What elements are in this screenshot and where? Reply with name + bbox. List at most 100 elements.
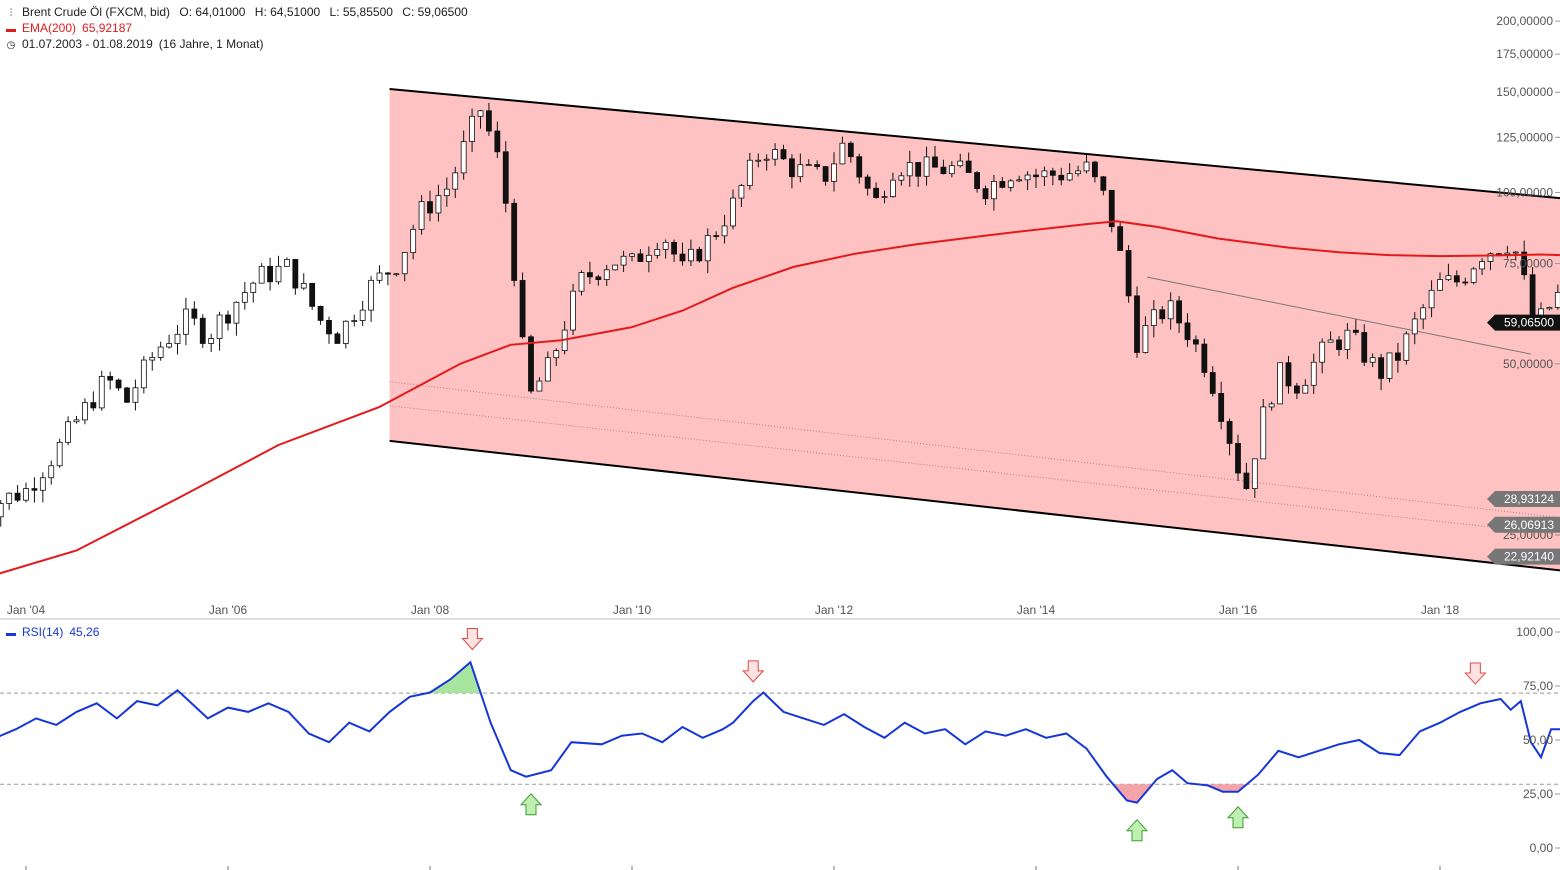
candle (31, 477, 38, 503)
candle (225, 310, 231, 331)
candle-body (923, 156, 930, 177)
price-tick-label: 50,00000 (1503, 357, 1553, 371)
candle (174, 324, 181, 355)
price-tick-label: 200,00000 (1496, 14, 1553, 28)
candle (477, 109, 484, 129)
candle-body (199, 317, 206, 344)
candle-body (427, 201, 433, 214)
price-tick-label: 175,00000 (1496, 47, 1553, 61)
buy-signal-arrow-icon (1125, 818, 1149, 842)
price-badge-label: 59,06500 (1504, 316, 1554, 330)
candle-body (831, 163, 837, 182)
candle (620, 250, 627, 273)
candle (1319, 338, 1326, 374)
candle-body (486, 110, 492, 132)
ema-label: EMA(200) (22, 21, 77, 35)
candle (1277, 362, 1283, 405)
candle (166, 334, 172, 349)
candle-body (948, 165, 955, 175)
candle-body (511, 202, 518, 281)
candle (1327, 331, 1334, 343)
candle-body (342, 320, 349, 344)
candle (1226, 418, 1233, 456)
price-axis: 200,00000 175,00000 150,00000 125,00000 100,… (1496, 14, 1560, 542)
candle (502, 141, 509, 213)
candle-body (1260, 406, 1267, 460)
candle-body (595, 276, 602, 281)
candle-body (797, 164, 804, 178)
candle (1294, 382, 1300, 400)
candle-body (39, 477, 46, 491)
candle-body (721, 225, 728, 237)
candle (797, 153, 804, 183)
candle (999, 177, 1006, 189)
candle-body (65, 421, 71, 443)
candle-body (284, 259, 290, 267)
candle-body (553, 350, 560, 359)
candle-body (149, 357, 156, 361)
candle-body (519, 280, 526, 338)
candle-body (1302, 384, 1309, 394)
candle (1033, 168, 1039, 188)
candle (603, 264, 610, 286)
candle-body (1268, 403, 1275, 408)
candle (772, 143, 778, 166)
candle (486, 102, 492, 136)
price-badge-label: 22,92140 (1504, 550, 1554, 564)
candle (115, 378, 122, 391)
rsi-value: 45,26 (69, 625, 100, 639)
candle-body (1420, 307, 1427, 320)
candle-body (82, 402, 88, 421)
candle (957, 153, 964, 168)
candle-body (225, 314, 231, 324)
candle (351, 314, 358, 327)
candle (1554, 284, 1560, 310)
candle-body (704, 235, 711, 262)
time-tick-label: Jan '08 (411, 603, 450, 617)
candle (1193, 335, 1199, 353)
candle (39, 472, 46, 503)
candle-body (847, 142, 854, 158)
candle-body (334, 333, 341, 344)
candle-body (780, 149, 787, 160)
candle (23, 482, 29, 503)
time-tick-label: Jan '10 (613, 603, 652, 617)
price-tick-label: 100,00000 (1496, 185, 1553, 199)
candle (587, 261, 593, 284)
candle (1462, 277, 1469, 286)
candle (831, 152, 837, 192)
candle-body (696, 248, 703, 262)
candle (873, 182, 879, 199)
candle-body (410, 228, 417, 253)
candle-body (132, 387, 139, 403)
rsi-tick-label: 25,00 (1523, 787, 1553, 801)
buy-signal-arrow-icon (1226, 806, 1250, 829)
candle (814, 160, 821, 170)
ohlc-high: H: 64,51000 (254, 5, 321, 19)
candle (570, 283, 576, 335)
candle-body (48, 465, 55, 479)
candle-body (31, 488, 38, 491)
candle (1437, 272, 1443, 291)
candle (1310, 353, 1317, 395)
candle-body (250, 282, 257, 293)
candle-body (1150, 309, 1157, 326)
candle (309, 282, 316, 310)
candle-body (822, 166, 829, 182)
candle (1546, 306, 1553, 311)
candle (443, 177, 450, 207)
candle-body (805, 164, 812, 166)
candle (654, 242, 661, 259)
candle (1445, 263, 1452, 282)
candle (1159, 306, 1166, 324)
candle (923, 146, 930, 186)
candle-body (662, 241, 669, 250)
candle-body (1201, 343, 1208, 373)
candle-body (317, 305, 324, 321)
candle (688, 239, 694, 267)
candle-body (1134, 295, 1140, 353)
candle (1260, 398, 1267, 460)
trend-channel (389, 87, 1560, 572)
candle-body (603, 269, 610, 281)
